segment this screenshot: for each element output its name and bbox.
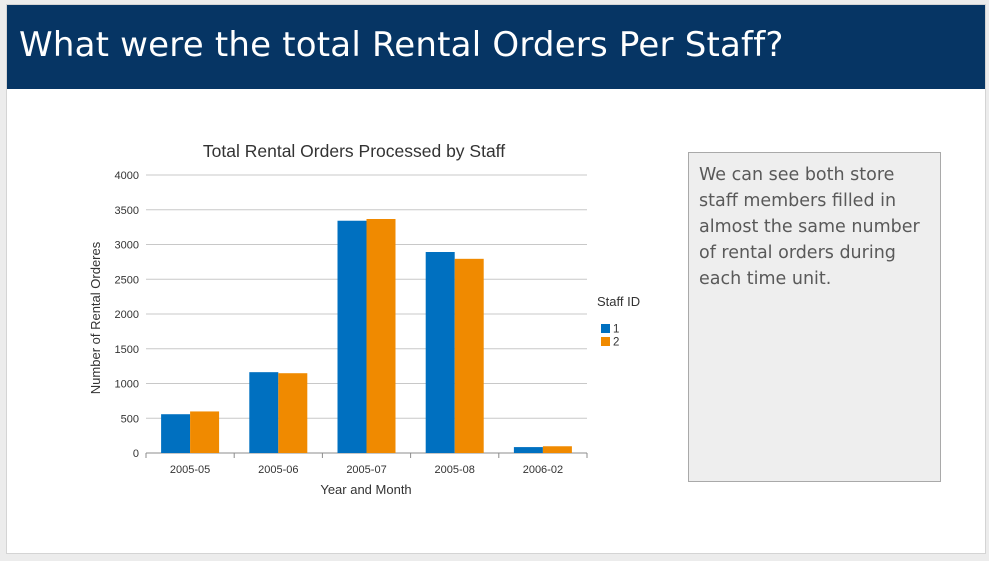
x-tick-label: 2005-08 — [435, 464, 475, 476]
legend-title: Staff ID — [597, 294, 640, 309]
bar-chart: 0 500 1000 1500 2000 2500 3000 3500 4000 2005-05 2… — [88, 141, 640, 497]
axis-labels: 0 500 1000 1500 2000 2500 3000 3500 4000 2005-05 2… — [115, 170, 564, 476]
bar-2006-02-staff-2 — [542, 446, 572, 453]
legend: Staff ID 12 — [597, 294, 640, 349]
insight-note: We can see both store staff members fill… — [688, 152, 941, 482]
x-tick-label: 2006-02 — [523, 464, 563, 476]
bar-2005-07-staff-2 — [366, 218, 396, 453]
bar-2005-05-staff-1 — [161, 414, 191, 453]
bar-2006-02-staff-1 — [513, 447, 543, 453]
legend-swatch-1 — [601, 324, 610, 333]
y-tick-label: 3000 — [115, 240, 139, 252]
x-axis-title: Year and Month — [320, 482, 411, 497]
x-tick-label: 2005-07 — [346, 464, 386, 476]
bar-2005-06-staff-2 — [278, 373, 308, 453]
legend-label-1: 1 — [613, 324, 619, 336]
bar-2005-08-staff-1 — [425, 252, 455, 453]
bar-2005-07-staff-1 — [337, 220, 367, 453]
legend-swatch-2 — [601, 337, 610, 346]
y-tick-label: 3500 — [115, 205, 139, 217]
axes — [145, 452, 588, 458]
y-axis-title: Number of Rental Orderes — [88, 241, 103, 394]
bar-2005-05-staff-2 — [190, 411, 220, 453]
x-tick-label: 2005-05 — [170, 464, 210, 476]
bar-2005-06-staff-1 — [249, 372, 279, 453]
page-title: What were the total Rental Orders Per St… — [19, 25, 784, 65]
header-banner: What were the total Rental Orders Per St… — [7, 5, 985, 89]
bar-2005-08-staff-2 — [454, 258, 484, 453]
y-tick-label: 1500 — [115, 344, 139, 356]
x-tick-label: 2005-06 — [258, 464, 298, 476]
chart-title: Total Rental Orders Processed by Staff — [203, 141, 505, 161]
y-tick-label: 0 — [133, 448, 139, 460]
insight-note-text: We can see both store staff members fill… — [699, 165, 920, 289]
bars — [161, 218, 572, 453]
y-tick-label: 500 — [121, 413, 139, 425]
legend-label-2: 2 — [613, 337, 619, 349]
y-tick-label: 1000 — [115, 379, 139, 391]
y-tick-label: 2500 — [115, 274, 139, 286]
y-tick-label: 4000 — [115, 170, 139, 182]
y-tick-label: 2000 — [115, 309, 139, 321]
slide: What were the total Rental Orders Per St… — [6, 4, 986, 554]
